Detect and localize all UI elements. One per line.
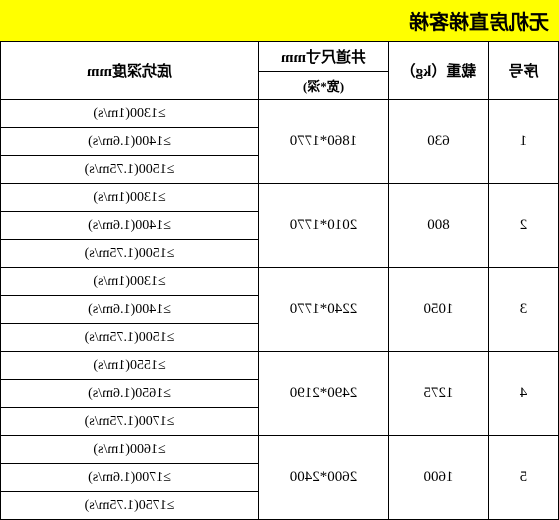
cell-load: 1275 — [389, 352, 489, 436]
cell-shaft: 2600*2400 — [259, 436, 389, 520]
cell-seq: 5 — [489, 436, 559, 520]
cell-pit: ≥1300(1m/s) — [1, 100, 259, 128]
cell-pit: ≥1750(1.75m/s) — [1, 492, 259, 520]
title-bar: 无机房直梯客梯 — [0, 0, 559, 41]
table-row: 412752490*2190≥1550(1m/s) — [1, 352, 559, 380]
cell-pit: ≥1400(1.6m/s) — [1, 296, 259, 324]
cell-pit: ≥1700(1.6m/s) — [1, 464, 259, 492]
cell-pit: ≥1500(1.75m/s) — [1, 240, 259, 268]
cell-pit: ≥1650(1.6m/s) — [1, 380, 259, 408]
cell-load: 630 — [389, 100, 489, 184]
cell-pit: ≥1300(1m/s) — [1, 184, 259, 212]
cell-shaft: 2010*1770 — [259, 184, 389, 268]
cell-shaft: 2490*2190 — [259, 352, 389, 436]
cell-load: 1600 — [389, 436, 489, 520]
header-load: 载重（kg） — [389, 42, 489, 100]
cell-seq: 1 — [489, 100, 559, 184]
cell-pit: ≥1400(1.6m/s) — [1, 128, 259, 156]
cell-shaft: 2240*1770 — [259, 268, 389, 352]
cell-seq: 4 — [489, 352, 559, 436]
table-row: 28002010*1770≥1300(1m/s) — [1, 184, 559, 212]
table-row: 516002600*2400≥1600(1m/s) — [1, 436, 559, 464]
cell-pit: ≥1500(1.75m/s) — [1, 324, 259, 352]
header-row-1: 序号 载重（kg） 井道尺寸mm 底坑深度mm — [1, 42, 559, 72]
header-shaft-sub: (宽*深) — [259, 72, 389, 100]
cell-pit: ≥1500(1.75m/s) — [1, 156, 259, 184]
cell-pit: ≥1400(1.6m/s) — [1, 212, 259, 240]
table-row: 16301860*1770≥1300(1m/s) — [1, 100, 559, 128]
cell-shaft: 1860*1770 — [259, 100, 389, 184]
cell-pit: ≥1700(1.75m/s) — [1, 408, 259, 436]
cell-load: 800 — [389, 184, 489, 268]
header-shaft-main: 井道尺寸mm — [259, 42, 389, 72]
cell-pit: ≥1300(1m/s) — [1, 268, 259, 296]
spec-table-container: 无机房直梯客梯 序号 载重（kg） 井道尺寸mm 底坑深度mm (宽*深) 16… — [0, 0, 559, 500]
table-body: 16301860*1770≥1300(1m/s)≥1400(1.6m/s)≥15… — [1, 100, 559, 520]
cell-load: 1050 — [389, 268, 489, 352]
spec-table: 序号 载重（kg） 井道尺寸mm 底坑深度mm (宽*深) 16301860*1… — [0, 41, 559, 520]
cell-pit: ≥1550(1m/s) — [1, 352, 259, 380]
header-pit: 底坑深度mm — [1, 42, 259, 100]
cell-pit: ≥1600(1m/s) — [1, 436, 259, 464]
table-row: 310502240*1770≥1300(1m/s) — [1, 268, 559, 296]
header-seq: 序号 — [489, 42, 559, 100]
cell-seq: 3 — [489, 268, 559, 352]
cell-seq: 2 — [489, 184, 559, 268]
